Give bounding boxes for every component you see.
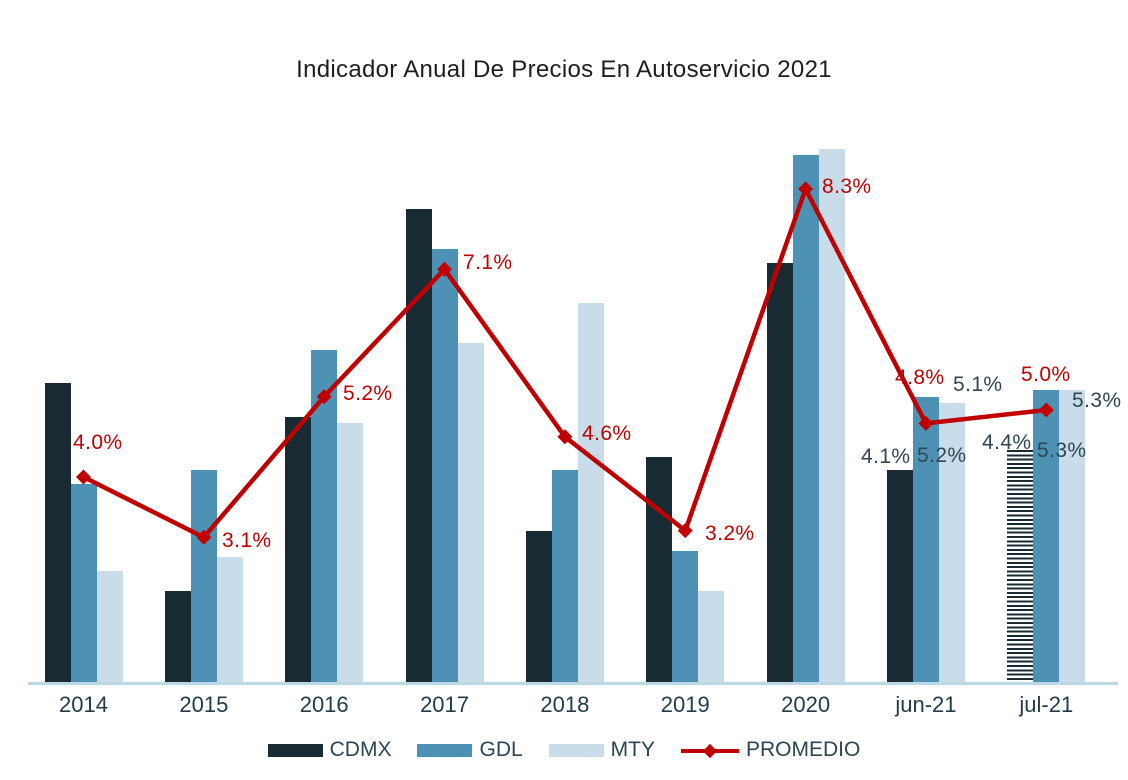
promedio-label-2016: 5.2% — [343, 382, 393, 405]
legend-item-mty: MTY — [548, 738, 655, 762]
bar-mty-2016 — [337, 423, 364, 682]
x-axis-label-2019: 2019 — [660, 692, 710, 717]
bar-gdl-jul-21 — [1033, 389, 1060, 682]
promedio-marker-2018 — [557, 429, 573, 445]
promedio-marker-2014 — [76, 469, 91, 485]
promedio-label-2015: 3.1% — [222, 529, 272, 552]
bar-gdl-2019 — [672, 550, 699, 682]
legend-label-mty: MTY — [610, 738, 655, 761]
x-axis-label-2017: 2017 — [420, 692, 470, 717]
bar-cdmx-2020 — [766, 262, 793, 682]
bar-mty-2020 — [818, 148, 845, 682]
bar-gdl-2014 — [70, 483, 97, 682]
bar-gdl-2015 — [190, 470, 217, 682]
bar-cdmx-2016 — [285, 416, 312, 682]
bar-label-mty-jun-21: 5.1% — [953, 373, 1003, 396]
legend-diamond-icon — [702, 743, 718, 758]
x-axis-line — [28, 682, 1118, 685]
bar-mty-2017 — [457, 343, 484, 682]
x-axis-label-2020: 2020 — [781, 692, 831, 717]
bar-mty-2014 — [96, 570, 123, 682]
bar-gdl-2016 — [311, 349, 338, 682]
promedio-marker-2019 — [677, 523, 693, 539]
bar-cdmx-2014 — [44, 383, 71, 682]
promedio-label-jul-21: 5.0% — [1021, 363, 1071, 386]
legend-swatch-gdl — [417, 743, 473, 757]
x-axis-label-2014: 2014 — [59, 692, 108, 717]
legend-item-gdl: GDL — [417, 738, 523, 762]
bar-gdl-2018 — [551, 470, 578, 682]
legend-label-gdl: GDL — [479, 738, 523, 761]
bar-label-gdl-jul-21: 5.3% — [1037, 439, 1087, 462]
promedio-label-2014: 4.0% — [73, 431, 123, 454]
legend-line-diamond-icon — [681, 743, 739, 758]
legend-item-cdmx: CDMX — [267, 738, 392, 762]
promedio-label-2020: 8.3% — [822, 175, 872, 198]
bar-label-gdl-jun-21: 5.2% — [917, 444, 967, 467]
bar-mty-jul-21 — [1059, 389, 1086, 682]
legend: CDMX GDL MTY PROMEDIO — [0, 735, 1128, 765]
bar-gdl-2017 — [431, 249, 458, 682]
legend-item-promedio: PROMEDIO — [681, 738, 860, 762]
bar-label-mty-jul-21: 5.3% — [1072, 389, 1122, 412]
bar-label-cdmx-jul-21: 4.4% — [982, 431, 1032, 454]
bar-cdmx-2018 — [525, 530, 552, 682]
promedio-label-2018: 4.6% — [582, 422, 632, 445]
bar-cdmx-2017 — [405, 209, 432, 682]
promedio-label-jun-21: 4.8% — [895, 366, 945, 389]
bar-mty-2015 — [216, 557, 243, 682]
legend-swatch-mty — [548, 743, 604, 757]
bar-cdmx-jun-21 — [886, 470, 913, 682]
bar-cdmx-2015 — [164, 590, 191, 682]
bar-gdl-jun-21 — [912, 396, 939, 682]
bar-gdl-2020 — [792, 155, 819, 682]
legend-label-promedio: PROMEDIO — [746, 738, 861, 761]
x-axis-label-2015: 2015 — [179, 692, 229, 717]
bar-mty-2018 — [577, 302, 604, 682]
x-axis-label-2018: 2018 — [540, 692, 590, 717]
promedio-label-2019: 3.2% — [705, 522, 755, 545]
x-axis-label-2016: 2016 — [299, 692, 349, 717]
promedio-label-2017: 7.1% — [463, 251, 513, 274]
bar-cdmx-jul-21 — [1007, 450, 1034, 682]
bar-label-cdmx-jun-21: 4.1% — [861, 445, 911, 468]
chart-title: Indicador Anual De Precios En Autoservic… — [296, 56, 832, 83]
legend-label-cdmx: CDMX — [329, 738, 392, 761]
legend-swatch-cdmx — [267, 743, 323, 757]
bar-cdmx-2019 — [646, 456, 673, 682]
x-axis-label-jul-21: jul-21 — [1019, 692, 1074, 717]
bar-mty-2019 — [698, 590, 725, 682]
x-axis-label-jun-21: jun-21 — [895, 692, 957, 717]
